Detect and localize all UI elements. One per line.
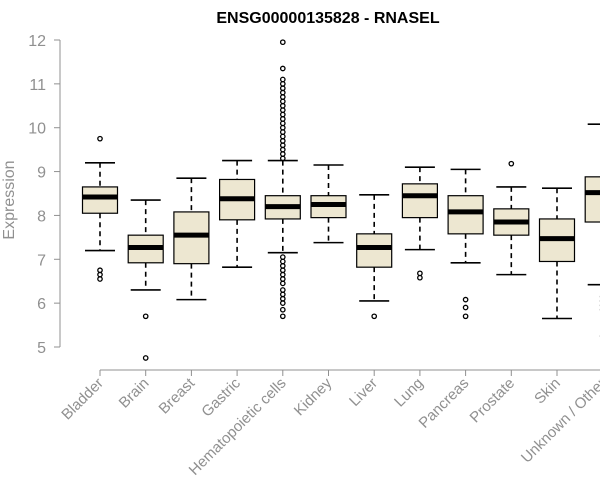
x-tick-label: Prostate: [467, 375, 519, 427]
iqr-box: [401, 183, 438, 219]
chart-title: ENSG00000135828 - RNASEL: [216, 10, 439, 27]
outlier-point: [279, 65, 286, 72]
box-kidney: [310, 164, 347, 244]
outlier-point: [142, 355, 149, 361]
box-pancreas: [447, 168, 484, 320]
x-tick-label: Lung: [391, 375, 427, 411]
box-prostate: [493, 160, 530, 276]
box-hematopoietic-cells: [264, 39, 301, 320]
y-axis: 5 6 7 8 9 10 11 12: [28, 33, 61, 357]
y-tick-label: 5: [37, 340, 46, 357]
iqr-box: [173, 211, 210, 265]
y-tick-label: 8: [37, 208, 46, 225]
y-axis-label: Expression: [1, 160, 18, 239]
outlier-point: [462, 296, 469, 303]
box-bladder: [81, 135, 119, 282]
y-tick-label: 12: [28, 33, 46, 50]
outlier-point: [279, 313, 286, 320]
x-tick-label: Gastric: [198, 374, 244, 420]
boxes-group: [81, 39, 600, 361]
x-tick-label: Kidney: [291, 374, 336, 419]
outlier-point: [508, 160, 515, 167]
iqr-box: [584, 176, 600, 223]
iqr-box: [356, 233, 393, 268]
box-gastric: [219, 159, 256, 268]
x-tick-label: Skin: [531, 375, 564, 408]
box-brain: [127, 199, 164, 361]
x-tick-label: Liver: [346, 375, 381, 410]
y-tick-label: 7: [37, 252, 46, 269]
outlier-point: [279, 287, 286, 293]
outlier-point: [462, 313, 469, 320]
y-tick-label: 11: [29, 77, 46, 94]
x-tick-label: Breast: [156, 374, 199, 417]
box-skin: [538, 187, 576, 320]
outlier-point: [97, 267, 103, 274]
box-breast: [173, 177, 210, 301]
box-lung: [401, 166, 438, 281]
x-tick-label: Bladder: [58, 375, 107, 424]
outlier-point: [417, 270, 423, 277]
outlier-point: [142, 313, 149, 320]
iqr-box: [81, 186, 119, 214]
outlier-point: [97, 135, 103, 142]
outlier-point: [279, 254, 286, 260]
outlier-point: [279, 306, 286, 313]
y-tick-label: 6: [37, 296, 46, 313]
x-tick-label: Pancreas: [416, 375, 473, 432]
outlier-point: [371, 313, 378, 320]
outlier-point: [462, 304, 469, 311]
outlier-point: [279, 76, 286, 83]
box-liver: [356, 194, 393, 320]
y-tick-label: 9: [37, 165, 46, 182]
outlier-point: [279, 39, 286, 46]
box-unknown-other: [584, 123, 600, 337]
iqr-box: [447, 195, 484, 235]
y-tick-label: 10: [28, 121, 46, 138]
x-tick-label: Brain: [116, 375, 153, 412]
